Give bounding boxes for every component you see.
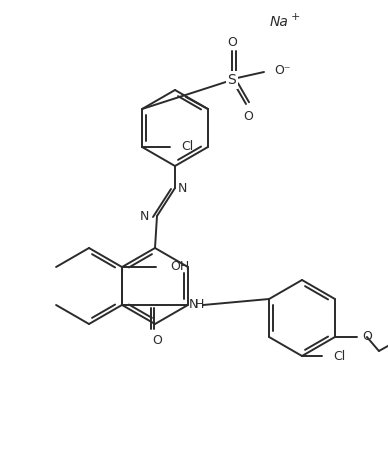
- Text: N: N: [140, 211, 149, 223]
- Text: O: O: [152, 334, 162, 347]
- Text: H: H: [195, 299, 204, 312]
- Text: O⁻: O⁻: [274, 63, 291, 77]
- Text: OH: OH: [170, 260, 189, 274]
- Text: N: N: [177, 182, 187, 194]
- Text: N: N: [189, 299, 199, 312]
- Text: O: O: [227, 35, 237, 48]
- Text: Na: Na: [270, 15, 289, 29]
- Text: O: O: [362, 331, 372, 343]
- Text: +: +: [291, 12, 300, 22]
- Text: S: S: [228, 73, 236, 87]
- Text: O: O: [243, 110, 253, 122]
- Text: Cl: Cl: [333, 350, 345, 362]
- Text: Cl: Cl: [181, 140, 193, 154]
